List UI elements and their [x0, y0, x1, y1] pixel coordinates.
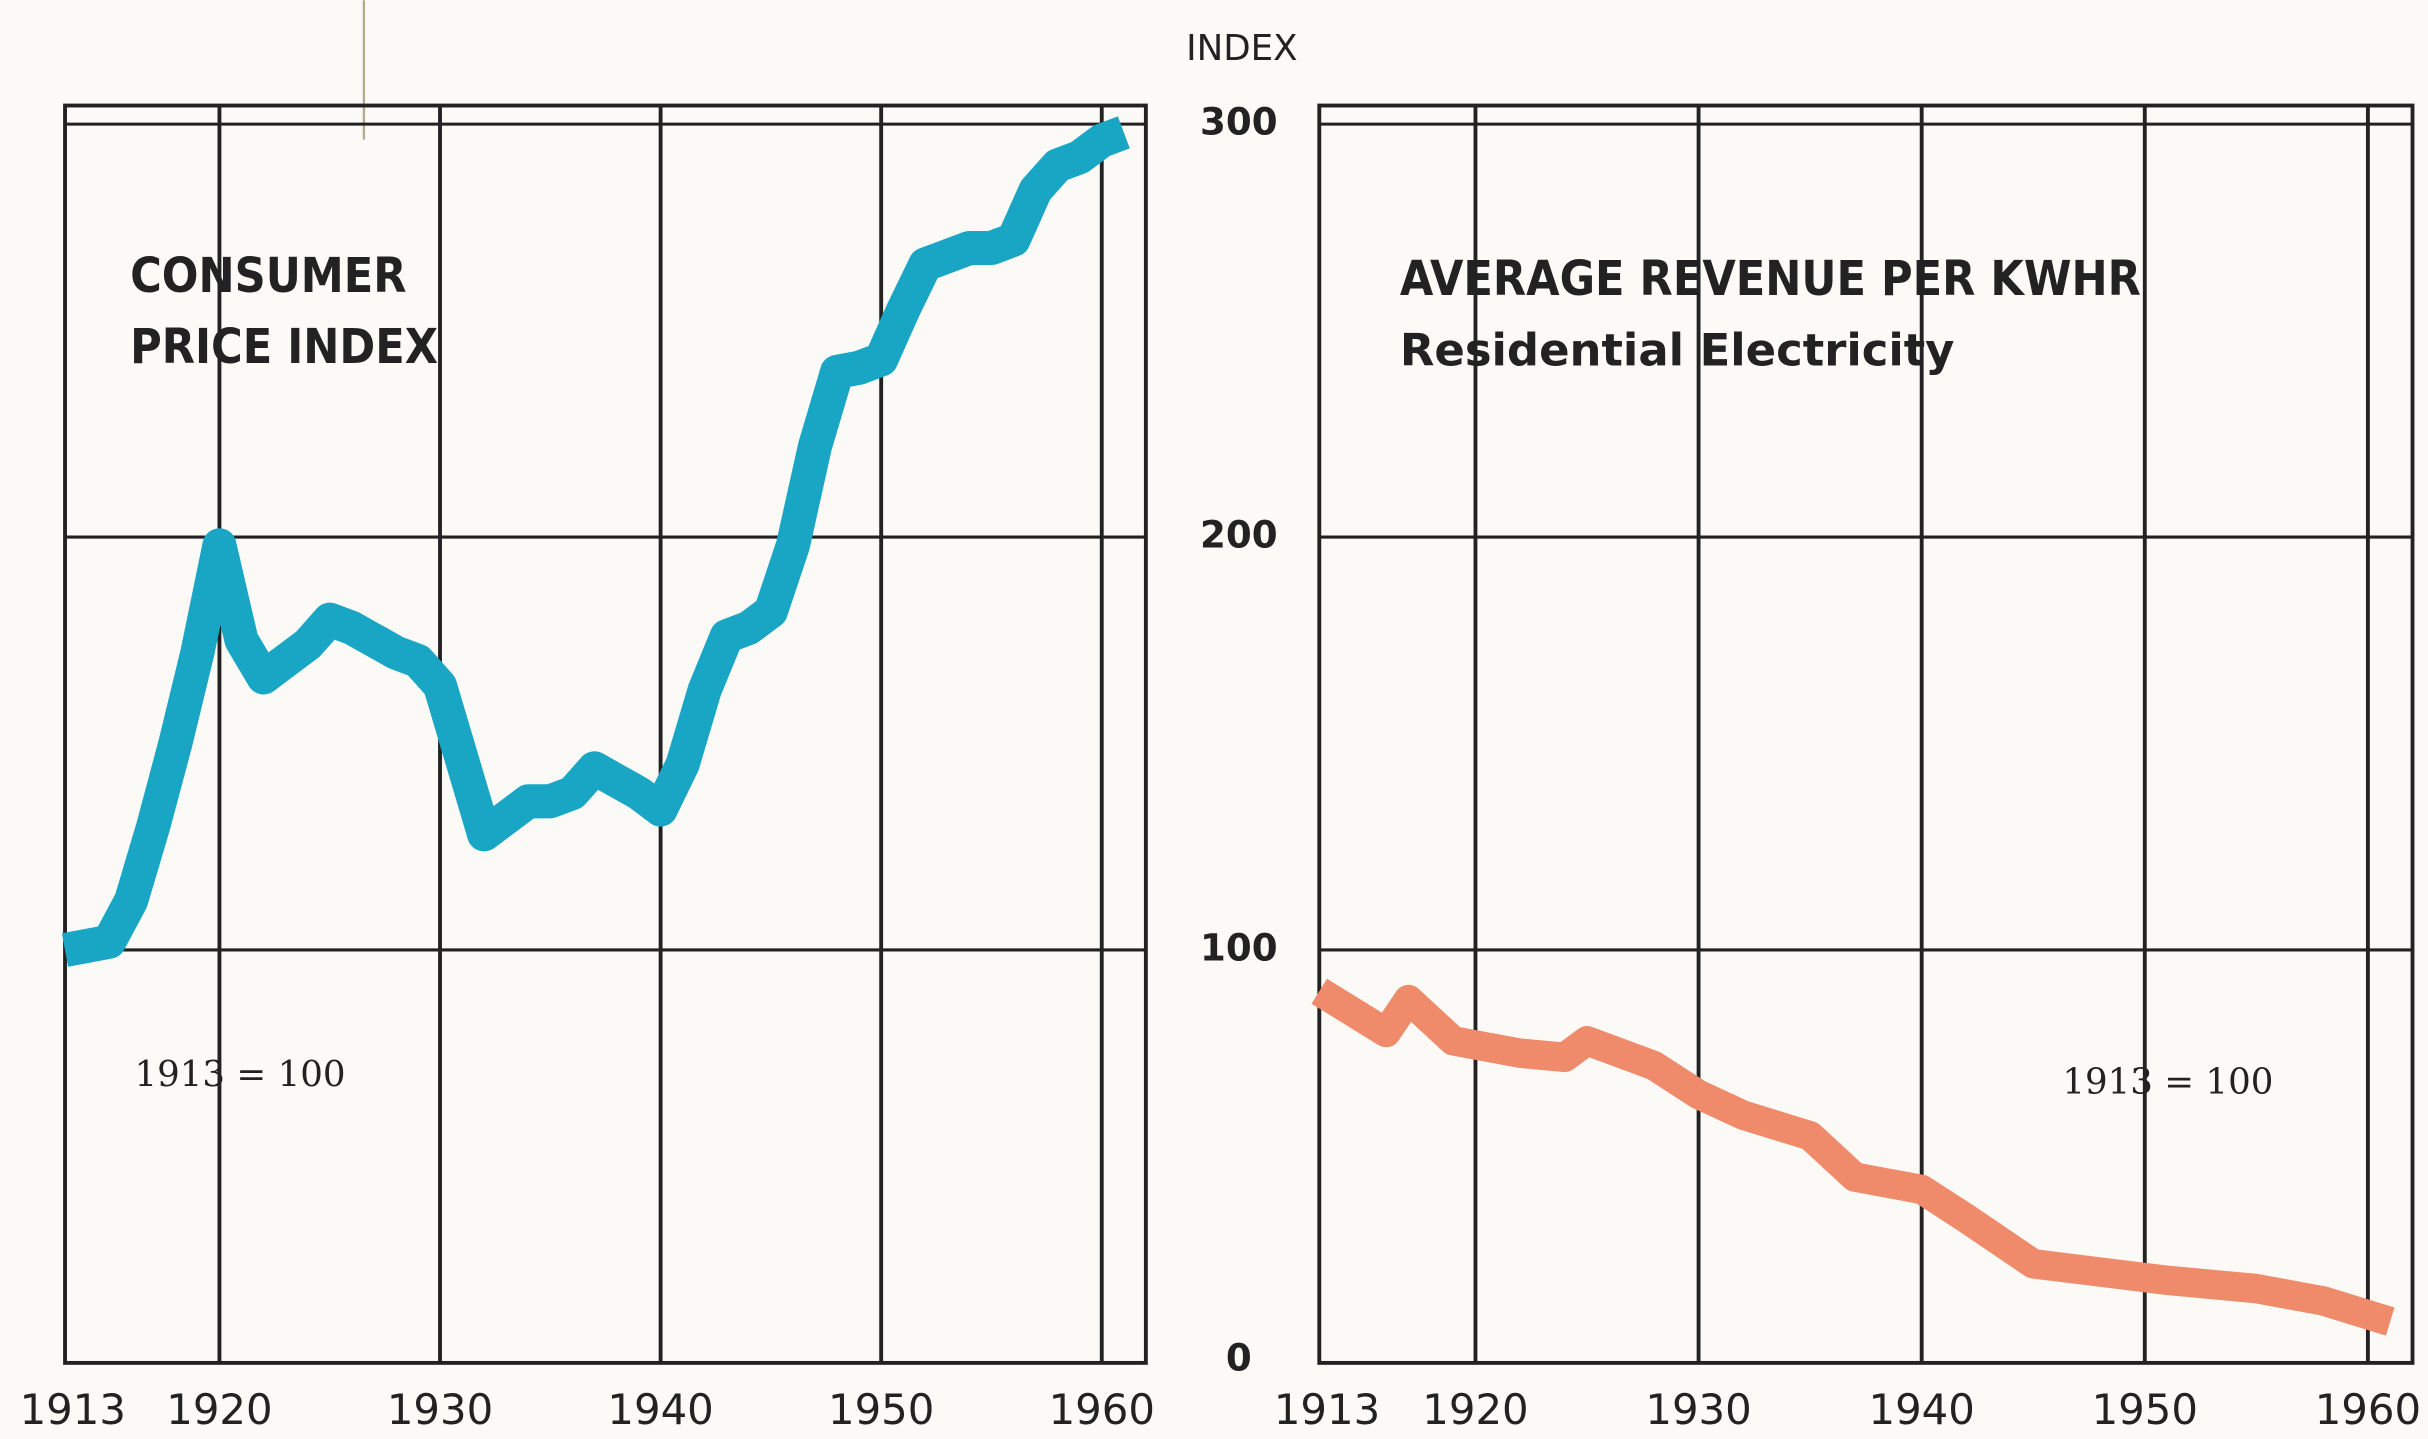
x-tick-label: 1950	[828, 1385, 934, 1434]
x-tick-label: 1940	[1868, 1385, 1974, 1434]
plot-frame	[63, 103, 1148, 1365]
plot-frame	[1317, 103, 2415, 1365]
y-tick-label: 300	[1200, 101, 1278, 144]
x-tick-label: 1940	[607, 1385, 713, 1434]
x-tick-label: 1960	[1049, 1385, 1155, 1434]
chart-subtitle: Residential Electricity	[1400, 323, 1955, 376]
chart-title: CONSUMER	[130, 248, 406, 304]
y-axis-label: INDEX	[1186, 28, 1297, 69]
y-tick-label: 0	[1226, 1336, 1252, 1379]
annotation: 1913 = 100	[134, 1054, 345, 1095]
x-tick-label: 1950	[2092, 1385, 2198, 1434]
x-tick-label: 1920	[166, 1385, 272, 1434]
y-tick-label: 200	[1200, 514, 1278, 557]
data-line	[1311, 978, 2395, 1336]
x-tick-label: 1960	[2315, 1385, 2421, 1434]
chart-title: PRICE INDEX	[130, 319, 438, 375]
data-line	[61, 116, 1130, 967]
x-tick-label: 1930	[387, 1385, 493, 1434]
x-tick-label: 1930	[1645, 1385, 1751, 1434]
chart-title: AVERAGE REVENUE PER KWHR	[1400, 251, 2141, 307]
y-tick-label: 100	[1200, 926, 1278, 969]
annotation: 1913 = 100	[2062, 1062, 2273, 1103]
x-tick-label: 1913	[1274, 1385, 1380, 1434]
x-tick-label: 1920	[1422, 1385, 1528, 1434]
x-tick-label: 1913	[20, 1385, 126, 1434]
